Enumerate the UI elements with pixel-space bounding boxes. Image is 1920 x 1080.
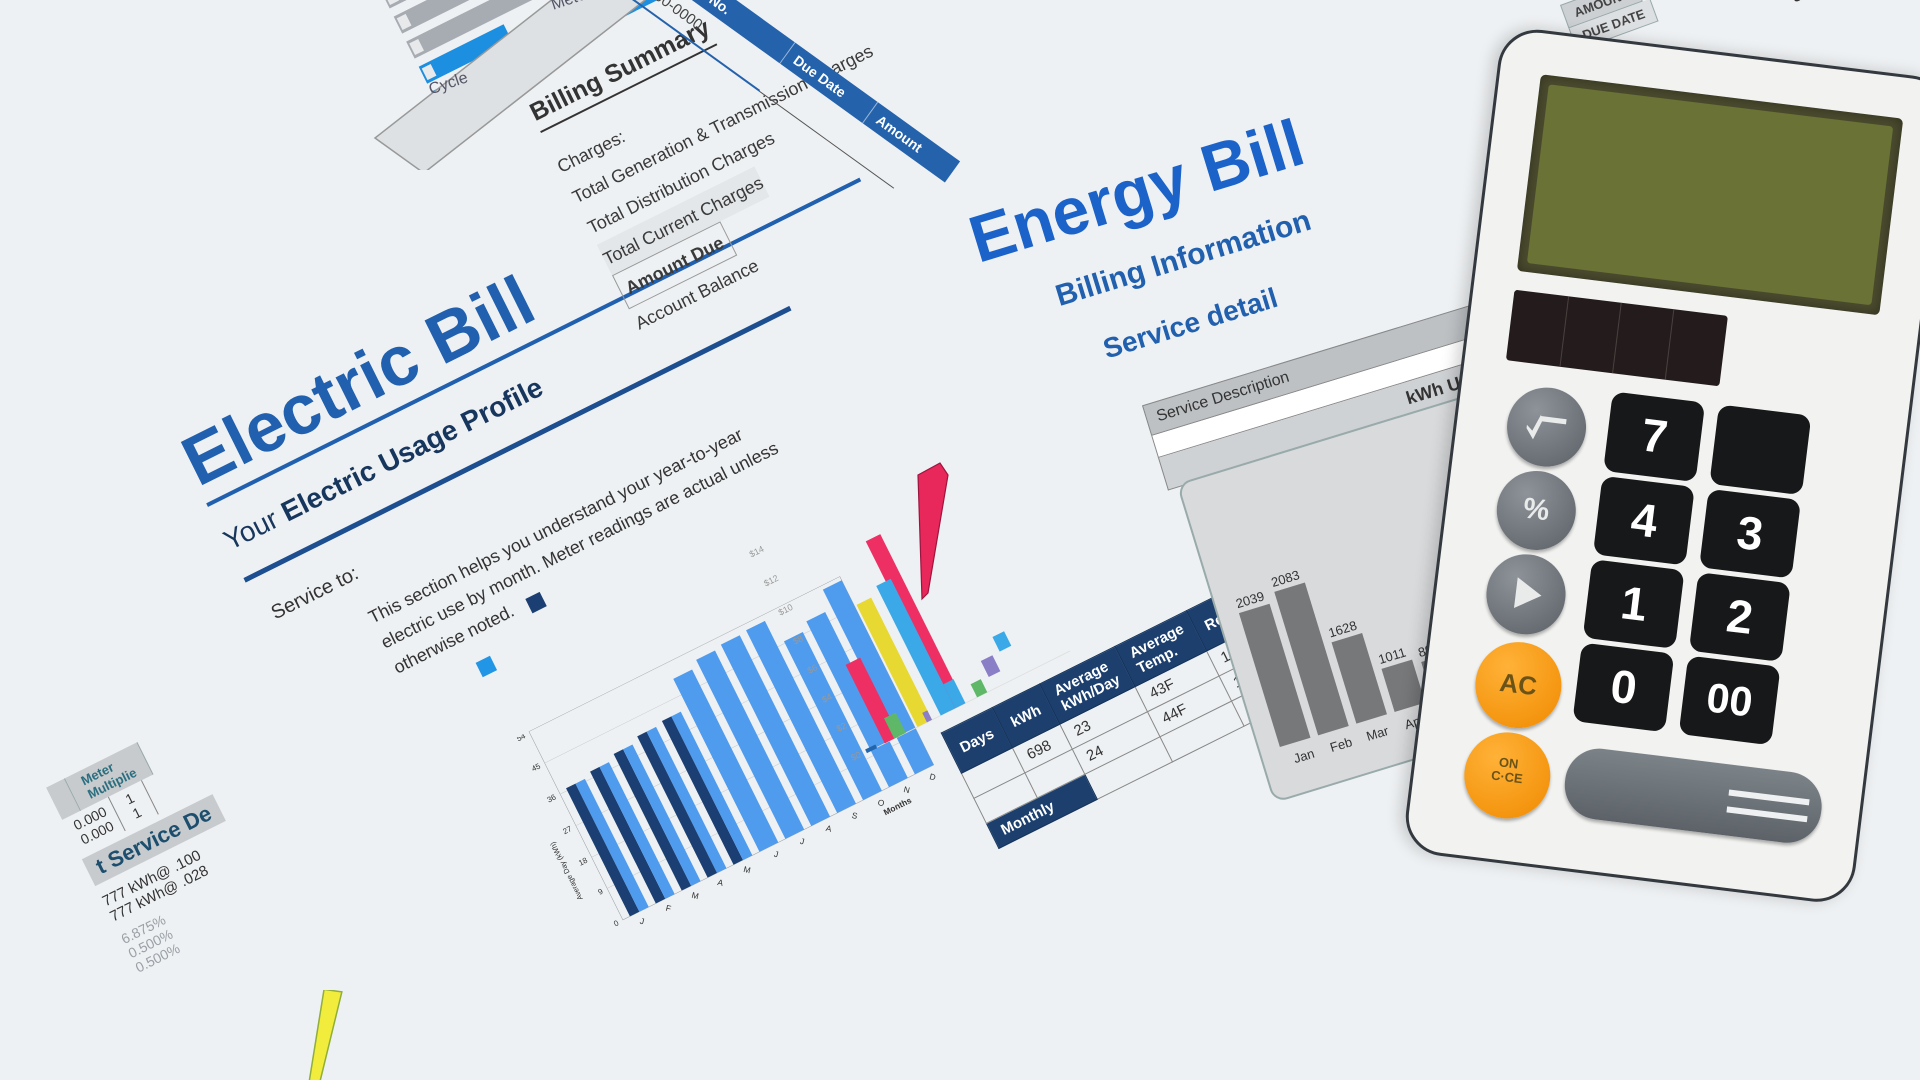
svg-text:Feb: Feb <box>1328 734 1354 755</box>
svg-text:$12: $12 <box>762 573 780 589</box>
svg-text:$10: $10 <box>777 602 795 618</box>
svg-text:$14: $14 <box>748 544 766 560</box>
svg-text:Jan: Jan <box>1292 746 1316 766</box>
